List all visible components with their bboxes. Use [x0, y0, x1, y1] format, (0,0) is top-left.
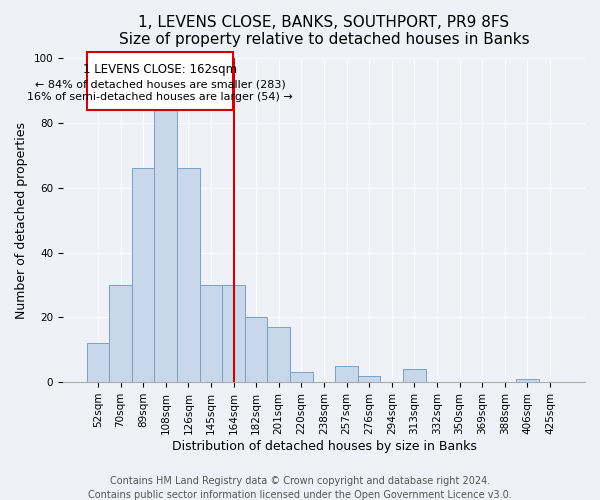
X-axis label: Distribution of detached houses by size in Banks: Distribution of detached houses by size … [172, 440, 476, 452]
Bar [245, 318, 268, 382]
Bar [200, 285, 222, 382]
Bar [516, 379, 539, 382]
Bar [403, 369, 425, 382]
Bar [86, 343, 109, 382]
Bar [222, 285, 245, 382]
Bar [335, 366, 358, 382]
Bar [268, 327, 290, 382]
Bar [109, 285, 132, 382]
Title: 1, LEVENS CLOSE, BANKS, SOUTHPORT, PR9 8FS
Size of property relative to detached: 1, LEVENS CLOSE, BANKS, SOUTHPORT, PR9 8… [119, 15, 529, 48]
Text: 16% of semi-detached houses are larger (54) →: 16% of semi-detached houses are larger (… [27, 92, 293, 102]
Text: ← 84% of detached houses are smaller (283): ← 84% of detached houses are smaller (28… [35, 80, 286, 90]
Bar [177, 168, 200, 382]
Bar [154, 110, 177, 382]
Text: Contains HM Land Registry data © Crown copyright and database right 2024.
Contai: Contains HM Land Registry data © Crown c… [88, 476, 512, 500]
FancyBboxPatch shape [86, 52, 233, 110]
Y-axis label: Number of detached properties: Number of detached properties [15, 122, 28, 318]
Text: 1 LEVENS CLOSE: 162sqm: 1 LEVENS CLOSE: 162sqm [83, 63, 237, 76]
Bar [132, 168, 154, 382]
Bar [290, 372, 313, 382]
Bar [358, 376, 380, 382]
